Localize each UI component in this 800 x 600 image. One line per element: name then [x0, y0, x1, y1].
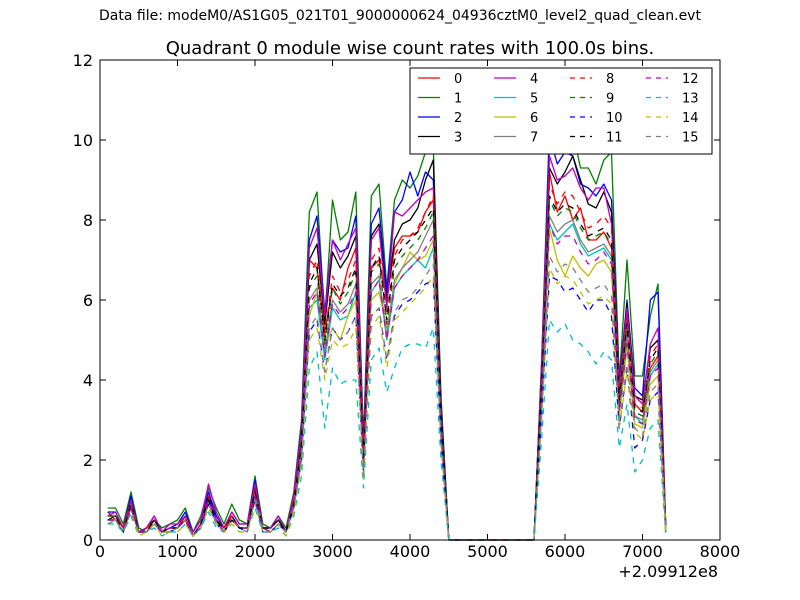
series-line-11 [107, 195, 667, 541]
series-line-14 [107, 267, 667, 541]
legend-label-9: 9 [606, 92, 614, 107]
series-line-6 [107, 227, 667, 541]
y-tick-label: 12 [73, 51, 93, 70]
legend-label-2: 2 [454, 111, 462, 126]
series-line-9 [107, 199, 667, 541]
series-line-12 [107, 223, 667, 541]
series-line-4 [107, 155, 667, 541]
legend-label-6: 6 [530, 111, 538, 126]
legend-label-15: 15 [682, 131, 699, 146]
x-tick-label: 1000 [157, 542, 198, 561]
legend-label-13: 13 [682, 92, 699, 107]
x-tick-label: 2000 [235, 542, 276, 561]
series-layer [107, 119, 667, 541]
legend-label-10: 10 [606, 111, 623, 126]
legend-label-3: 3 [454, 131, 462, 146]
series-line-7 [107, 215, 667, 541]
axes-layer: 0 1000 2000 3000 4000 5000 6000 7000 80000246810… [73, 51, 741, 561]
x-tick-label: 8000 [700, 542, 741, 561]
x-tick-label: 4000 [390, 542, 431, 561]
legend-label-7: 7 [530, 131, 538, 146]
series-line-5 [107, 223, 667, 541]
x-tick-label: 5000 [467, 542, 508, 561]
series-line-10 [107, 275, 667, 541]
y-tick-label: 2 [83, 451, 93, 470]
y-tick-label: 0 [83, 531, 93, 550]
legend-label-5: 5 [530, 92, 538, 107]
legend-box [409, 67, 713, 155]
x-tick-label: 6000 [545, 542, 586, 561]
legend-label-14: 14 [682, 111, 699, 126]
legend-label-1: 1 [454, 92, 462, 107]
legend-label-11: 11 [606, 131, 623, 146]
y-tick-label: 10 [73, 131, 93, 150]
legend-label-8: 8 [606, 72, 614, 87]
series-line-15 [107, 255, 667, 541]
series-line-13 [107, 319, 667, 541]
figure-suptitle: Data file: modeM0/AS1G05_021T01_90000006… [99, 8, 701, 24]
x-tick-label: 3000 [312, 542, 353, 561]
y-tick-label: 8 [83, 211, 93, 230]
chart-title: Quadrant 0 module wise count rates with … [166, 38, 655, 59]
x-tick-label: 0 [95, 542, 105, 561]
y-tick-label: 4 [83, 371, 93, 390]
y-tick-label: 6 [83, 291, 93, 310]
series-line-8 [107, 183, 667, 541]
legend-label-12: 12 [682, 72, 699, 87]
legend-label-4: 4 [530, 72, 538, 87]
x-tick-label: 7000 [622, 542, 663, 561]
legend-label-0: 0 [454, 72, 462, 87]
x-offset-label: +2.09912e8 [618, 562, 718, 581]
